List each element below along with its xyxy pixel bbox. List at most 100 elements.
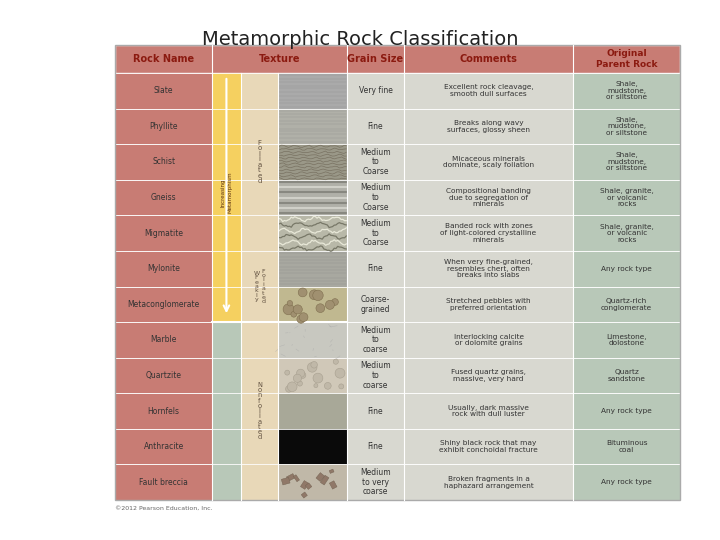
Bar bbox=[240, 287, 278, 322]
Text: Phyllite: Phyllite bbox=[150, 122, 178, 131]
Circle shape bbox=[313, 373, 323, 383]
Bar bbox=[573, 215, 680, 251]
Text: Compositional banding
due to segregation of
minerals: Compositional banding due to segregation… bbox=[446, 188, 531, 207]
Circle shape bbox=[316, 304, 325, 313]
Bar bbox=[573, 144, 680, 180]
Bar bbox=[115, 73, 212, 109]
Bar bbox=[278, 180, 347, 215]
Bar bbox=[573, 180, 680, 215]
Text: Fine: Fine bbox=[368, 264, 383, 273]
Circle shape bbox=[286, 386, 292, 392]
Circle shape bbox=[297, 381, 302, 386]
Circle shape bbox=[312, 290, 323, 301]
Bar bbox=[240, 251, 278, 287]
Bar bbox=[212, 73, 240, 109]
Bar bbox=[404, 215, 573, 251]
Bar bbox=[347, 393, 404, 429]
Bar bbox=[212, 180, 240, 215]
Bar bbox=[573, 464, 680, 500]
Text: F
o
l
i
a
t
e
d: F o l i a t e d bbox=[261, 268, 266, 305]
Text: Bituminous
coal: Bituminous coal bbox=[606, 441, 647, 453]
Text: Texture: Texture bbox=[259, 54, 300, 64]
Text: Coarse-
grained: Coarse- grained bbox=[361, 295, 390, 314]
Circle shape bbox=[293, 374, 302, 382]
Text: Hornfels: Hornfels bbox=[148, 407, 180, 416]
Bar bbox=[316, 472, 325, 482]
Bar bbox=[278, 287, 347, 322]
Bar bbox=[278, 464, 347, 500]
Text: Quartz
sandstone: Quartz sandstone bbox=[608, 369, 646, 382]
Text: Fine: Fine bbox=[368, 442, 383, 451]
Text: Increasing: Increasing bbox=[221, 178, 226, 207]
Text: Shale,
mudstone,
or siltstone: Shale, mudstone, or siltstone bbox=[606, 82, 647, 100]
Text: W
F
e
a
k
l
y: W F e a k l y bbox=[253, 271, 259, 302]
Text: Rock Name: Rock Name bbox=[133, 54, 194, 64]
Text: Comments: Comments bbox=[459, 54, 518, 64]
Bar bbox=[301, 492, 307, 498]
Text: ©2012 Pearson Education, Inc.: ©2012 Pearson Education, Inc. bbox=[115, 506, 212, 511]
Bar bbox=[115, 45, 680, 73]
Bar bbox=[212, 251, 240, 287]
Bar bbox=[212, 393, 240, 429]
Text: Metamorphic Rock Classification: Metamorphic Rock Classification bbox=[202, 30, 518, 49]
Bar bbox=[573, 357, 680, 393]
Bar bbox=[347, 109, 404, 144]
Circle shape bbox=[300, 313, 308, 321]
Text: Fine: Fine bbox=[368, 407, 383, 416]
Bar bbox=[115, 180, 212, 215]
Bar bbox=[347, 180, 404, 215]
Circle shape bbox=[287, 382, 297, 392]
Text: Stretched pebbles with
preferred orientation: Stretched pebbles with preferred orienta… bbox=[446, 298, 531, 310]
Text: Gneiss: Gneiss bbox=[151, 193, 176, 202]
Bar bbox=[404, 144, 573, 180]
Bar bbox=[115, 429, 212, 464]
Bar bbox=[212, 429, 240, 464]
Circle shape bbox=[311, 361, 318, 368]
Text: Quartz-rich
conglomerate: Quartz-rich conglomerate bbox=[601, 298, 652, 310]
Bar bbox=[404, 322, 573, 357]
Circle shape bbox=[291, 312, 297, 317]
Bar bbox=[404, 287, 573, 322]
Bar bbox=[240, 109, 278, 144]
Circle shape bbox=[293, 305, 302, 314]
Text: Shale,
mudstone,
or siltstone: Shale, mudstone, or siltstone bbox=[606, 152, 647, 172]
Text: Medium
to
coarse: Medium to coarse bbox=[360, 326, 391, 354]
Bar bbox=[115, 109, 212, 144]
Bar bbox=[240, 322, 278, 357]
Text: Migmatite: Migmatite bbox=[144, 228, 183, 238]
Text: Anthracite: Anthracite bbox=[143, 442, 184, 451]
Bar bbox=[320, 475, 329, 485]
Bar bbox=[278, 215, 347, 251]
Bar bbox=[573, 429, 680, 464]
Bar bbox=[329, 481, 337, 489]
Text: Fault breccia: Fault breccia bbox=[139, 478, 188, 487]
Bar bbox=[115, 251, 212, 287]
Bar bbox=[278, 322, 347, 357]
Bar bbox=[347, 464, 404, 500]
Circle shape bbox=[283, 304, 294, 315]
Bar bbox=[404, 357, 573, 393]
Text: Medium
to very
coarse: Medium to very coarse bbox=[360, 468, 391, 496]
Text: Any rock type: Any rock type bbox=[601, 479, 652, 485]
Bar bbox=[115, 215, 212, 251]
Text: Usually, dark massive
rock with dull luster: Usually, dark massive rock with dull lus… bbox=[448, 404, 529, 417]
Bar bbox=[240, 429, 278, 464]
Text: Grain Size: Grain Size bbox=[348, 54, 404, 64]
Text: Schist: Schist bbox=[152, 158, 175, 166]
Text: Limestone,
dolostone: Limestone, dolostone bbox=[606, 334, 647, 346]
Text: Medium
to
Coarse: Medium to Coarse bbox=[360, 184, 391, 212]
Bar bbox=[287, 474, 295, 481]
Bar bbox=[347, 215, 404, 251]
Text: Very fine: Very fine bbox=[359, 86, 392, 95]
Circle shape bbox=[297, 315, 305, 323]
Bar bbox=[240, 464, 278, 500]
Text: Fused quartz grains,
massive, very hard: Fused quartz grains, massive, very hard bbox=[451, 369, 526, 382]
Bar bbox=[212, 322, 240, 357]
Bar bbox=[300, 481, 309, 489]
Bar bbox=[347, 357, 404, 393]
Text: Any rock type: Any rock type bbox=[601, 266, 652, 272]
Text: Banded rock with zones
of light-colored crystalline
minerals: Banded rock with zones of light-colored … bbox=[441, 224, 536, 243]
Bar bbox=[278, 73, 347, 109]
Bar bbox=[282, 477, 290, 485]
Text: Medium
to
Coarse: Medium to Coarse bbox=[360, 148, 391, 176]
